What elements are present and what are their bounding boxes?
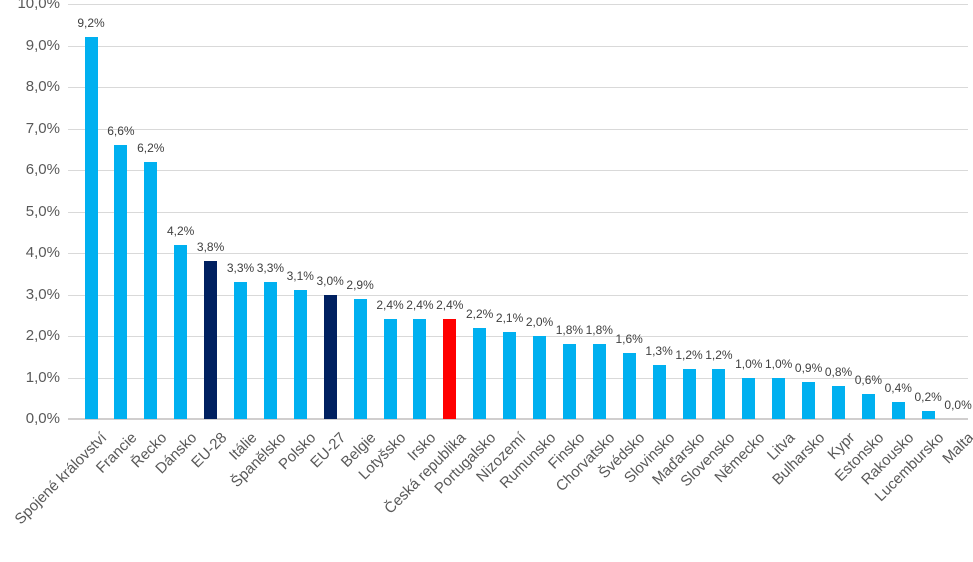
bar <box>144 161 158 419</box>
bar <box>323 294 337 419</box>
data-label: 2,4% <box>406 298 434 313</box>
gridline <box>68 336 968 337</box>
bar <box>682 369 696 419</box>
data-label: 1,6% <box>615 331 643 346</box>
gridline <box>68 87 968 88</box>
gridline <box>68 170 968 171</box>
data-label: 3,3% <box>226 261 255 276</box>
data-label: 2,1% <box>495 310 524 325</box>
bar <box>293 290 307 419</box>
y-axis-tick-label: 10,0% <box>17 0 60 12</box>
bar <box>263 282 277 419</box>
data-label: 2,2% <box>466 306 494 321</box>
data-label: 2,4% <box>436 298 464 313</box>
data-label: 2,0% <box>525 315 554 329</box>
data-label: 0,4% <box>884 381 912 396</box>
y-axis-tick-label: 5,0% <box>25 202 60 220</box>
gridline <box>68 4 968 5</box>
y-axis-tick-label: 2,0% <box>25 327 60 344</box>
data-label: 9,2% <box>77 16 105 31</box>
data-label: 0,8% <box>824 364 853 379</box>
data-label: 0,0% <box>944 398 972 412</box>
gridline <box>68 295 968 296</box>
y-axis-tick-label: 9,0% <box>25 36 60 54</box>
y-axis-tick-label: 6,0% <box>25 161 60 178</box>
bar <box>234 282 247 419</box>
bar <box>413 319 427 419</box>
y-axis-tick-label: 4,0% <box>25 244 60 261</box>
data-label: 1,8% <box>555 323 584 338</box>
data-label: 0,6% <box>854 373 883 388</box>
y-axis-tick-label: 1,0% <box>25 368 60 386</box>
bar <box>443 319 457 419</box>
data-label: 2,9% <box>346 277 374 292</box>
bar <box>772 377 786 419</box>
bar <box>652 365 666 419</box>
bar <box>861 394 875 419</box>
data-label: 1,0% <box>765 356 793 371</box>
bar <box>114 145 128 419</box>
bar <box>174 244 188 419</box>
bar <box>622 352 636 419</box>
bar-chart: 0,0% 1,0% 2,0% 3,0% 4,0% 5,0% 6,0% 7,0% 8,0% 9,0%… <box>11 0 973 528</box>
bar <box>592 344 606 419</box>
y-axis-tick-label: 3,0% <box>25 285 60 303</box>
bar <box>204 261 218 419</box>
data-label: 1,3% <box>645 344 673 359</box>
bar <box>921 410 935 419</box>
data-label: 0,9% <box>794 360 823 375</box>
bar <box>742 377 756 419</box>
gridline <box>68 129 968 130</box>
x-axis-line <box>68 418 968 420</box>
y-axis-tick-label: 7,0% <box>25 119 60 137</box>
y-axis-tick-label: 0,0% <box>25 410 60 427</box>
bar <box>383 319 397 419</box>
data-label: 1,8% <box>585 323 613 338</box>
gridline <box>68 46 968 47</box>
bar <box>891 402 905 419</box>
gridline <box>68 378 968 379</box>
bar <box>353 298 367 419</box>
data-label: 0,2% <box>914 389 942 404</box>
data-label: 3,0% <box>316 273 344 288</box>
y-axis-tick-label: 8,0% <box>25 78 60 95</box>
data-label: 6,2% <box>137 140 165 155</box>
bar <box>712 369 726 419</box>
data-label: 1,0% <box>735 356 763 371</box>
data-label: 1,2% <box>675 348 703 363</box>
bar <box>802 381 816 419</box>
data-label: 2,4% <box>376 298 404 313</box>
data-label: 6,6% <box>107 124 135 139</box>
data-label: 3,8% <box>196 240 225 255</box>
gridline <box>68 212 968 213</box>
gridline <box>68 253 968 254</box>
bar <box>562 344 576 419</box>
bar <box>533 336 546 419</box>
bar <box>832 385 845 419</box>
data-label: 1,2% <box>705 348 733 363</box>
bar <box>503 331 517 419</box>
bar <box>473 327 487 419</box>
bar <box>84 37 98 419</box>
data-label: 3,3% <box>256 261 285 276</box>
data-label: 3,1% <box>286 269 314 284</box>
data-label: 4,2% <box>167 223 195 238</box>
